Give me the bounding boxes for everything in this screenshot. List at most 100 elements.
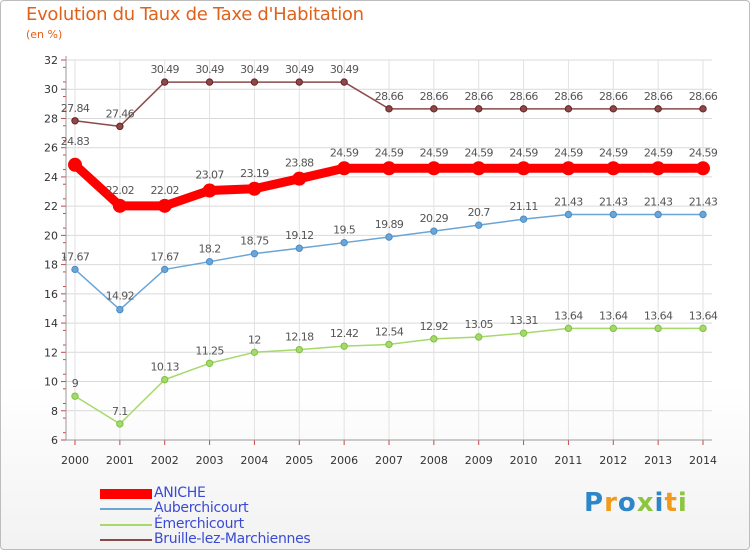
data-label: 20.7: [468, 206, 491, 219]
data-point: [161, 78, 169, 86]
data-point: [337, 161, 352, 176]
x-tick-label: 2007: [375, 454, 403, 467]
data-label: 18.75: [240, 235, 269, 248]
data-point: [699, 105, 707, 113]
data-label: 30.49: [330, 63, 359, 76]
x-tick-label: 2003: [196, 454, 224, 467]
data-label: 24.59: [689, 146, 718, 159]
data-point: [292, 171, 307, 186]
data-point: [430, 105, 438, 113]
data-label: 28.66: [599, 90, 628, 103]
data-label: 18.2: [199, 243, 221, 256]
y-tick-label: 24: [44, 171, 58, 184]
legend-swatch: [100, 489, 152, 499]
data-point: [382, 161, 396, 176]
data-point: [295, 244, 303, 252]
data-point: [340, 78, 348, 86]
data-label: 30.49: [240, 63, 269, 76]
logo-letter: P: [584, 488, 605, 518]
data-label: 17.67: [61, 250, 90, 263]
logo-letter: t: [664, 488, 678, 518]
data-label: 28.66: [464, 90, 493, 103]
data-label: 19.89: [375, 218, 404, 231]
data-point: [475, 105, 483, 113]
data-point: [116, 305, 124, 314]
data-point: [157, 198, 172, 213]
x-tick-label: 2008: [420, 454, 448, 467]
y-tick-label: 12: [44, 346, 58, 359]
legend-label: ANICHE: [154, 485, 206, 501]
data-point: [295, 345, 303, 354]
data-label: 30.49: [150, 63, 179, 76]
data-label: 13.05: [464, 318, 493, 331]
data-label: 12: [248, 333, 261, 346]
data-point: [71, 265, 79, 274]
data-point: [247, 181, 262, 196]
data-point: [654, 105, 662, 113]
data-point: [161, 265, 169, 274]
data-point: [654, 210, 662, 219]
x-tick-label: 2000: [61, 454, 89, 467]
data-point: [519, 329, 528, 337]
data-label: 24.59: [554, 146, 583, 159]
x-tick-label: 2002: [151, 454, 179, 467]
data-label: 21.43: [599, 195, 628, 208]
data-label: 9: [72, 377, 79, 390]
data-label: 13.64: [599, 309, 628, 322]
data-label: 7.1: [112, 405, 128, 418]
chart-title: Evolution du Taux de Taxe d'Habitation: [26, 4, 364, 25]
x-tick-label: 2012: [599, 454, 627, 467]
data-label: 19.5: [333, 224, 356, 237]
data-point: [205, 78, 214, 86]
data-label: 27.46: [106, 107, 135, 120]
logo-letter: o: [617, 488, 637, 518]
x-tick-label: 2009: [465, 454, 493, 467]
data-point: [654, 324, 662, 333]
x-tick-label: 2014: [689, 454, 717, 467]
data-point: [564, 210, 573, 219]
data-label: 17.67: [150, 250, 179, 263]
data-point: [426, 161, 441, 176]
data-label: 28.66: [375, 90, 404, 103]
y-tick-label: 18: [44, 259, 58, 272]
x-tick-label: 2013: [644, 454, 672, 467]
data-label: 24.59: [330, 146, 359, 159]
logo-letter: i: [677, 488, 688, 518]
data-label: 30.49: [195, 63, 224, 76]
data-point: [609, 324, 617, 333]
data-point: [519, 105, 528, 113]
data-label: 24.59: [375, 146, 404, 159]
data-point: [250, 348, 259, 357]
x-tick-label: 2010: [510, 454, 538, 467]
data-point: [340, 342, 348, 350]
data-label: 20.29: [420, 212, 449, 225]
data-label: 21.11: [509, 200, 538, 213]
data-point: [250, 78, 259, 86]
data-label: 23.19: [240, 167, 269, 180]
data-label: 27.84: [61, 102, 90, 115]
data-label: 24.59: [599, 146, 628, 159]
data-label: 13.31: [509, 314, 538, 327]
data-point: [385, 233, 393, 241]
data-label: 21.43: [644, 195, 673, 208]
y-tick-label: 22: [44, 200, 58, 213]
data-point: [475, 221, 483, 229]
data-label: 23.07: [195, 169, 224, 182]
data-label: 28.66: [689, 90, 718, 103]
data-label: 24.59: [464, 146, 493, 159]
data-label: 13.64: [689, 309, 718, 322]
data-label: 13.64: [644, 309, 673, 322]
unit-label: (en %): [26, 28, 63, 41]
data-label: 22.02: [150, 184, 179, 197]
data-label: 28.66: [554, 90, 583, 103]
data-point: [564, 105, 573, 113]
data-label: 24.83: [61, 135, 90, 148]
data-point: [475, 333, 483, 341]
data-label: 22.02: [106, 184, 135, 197]
data-label: 13.64: [554, 309, 583, 322]
x-tick-label: 2004: [240, 454, 268, 467]
data-label: 23.88: [285, 157, 314, 170]
data-point: [561, 161, 576, 176]
data-label: 28.66: [644, 90, 673, 103]
